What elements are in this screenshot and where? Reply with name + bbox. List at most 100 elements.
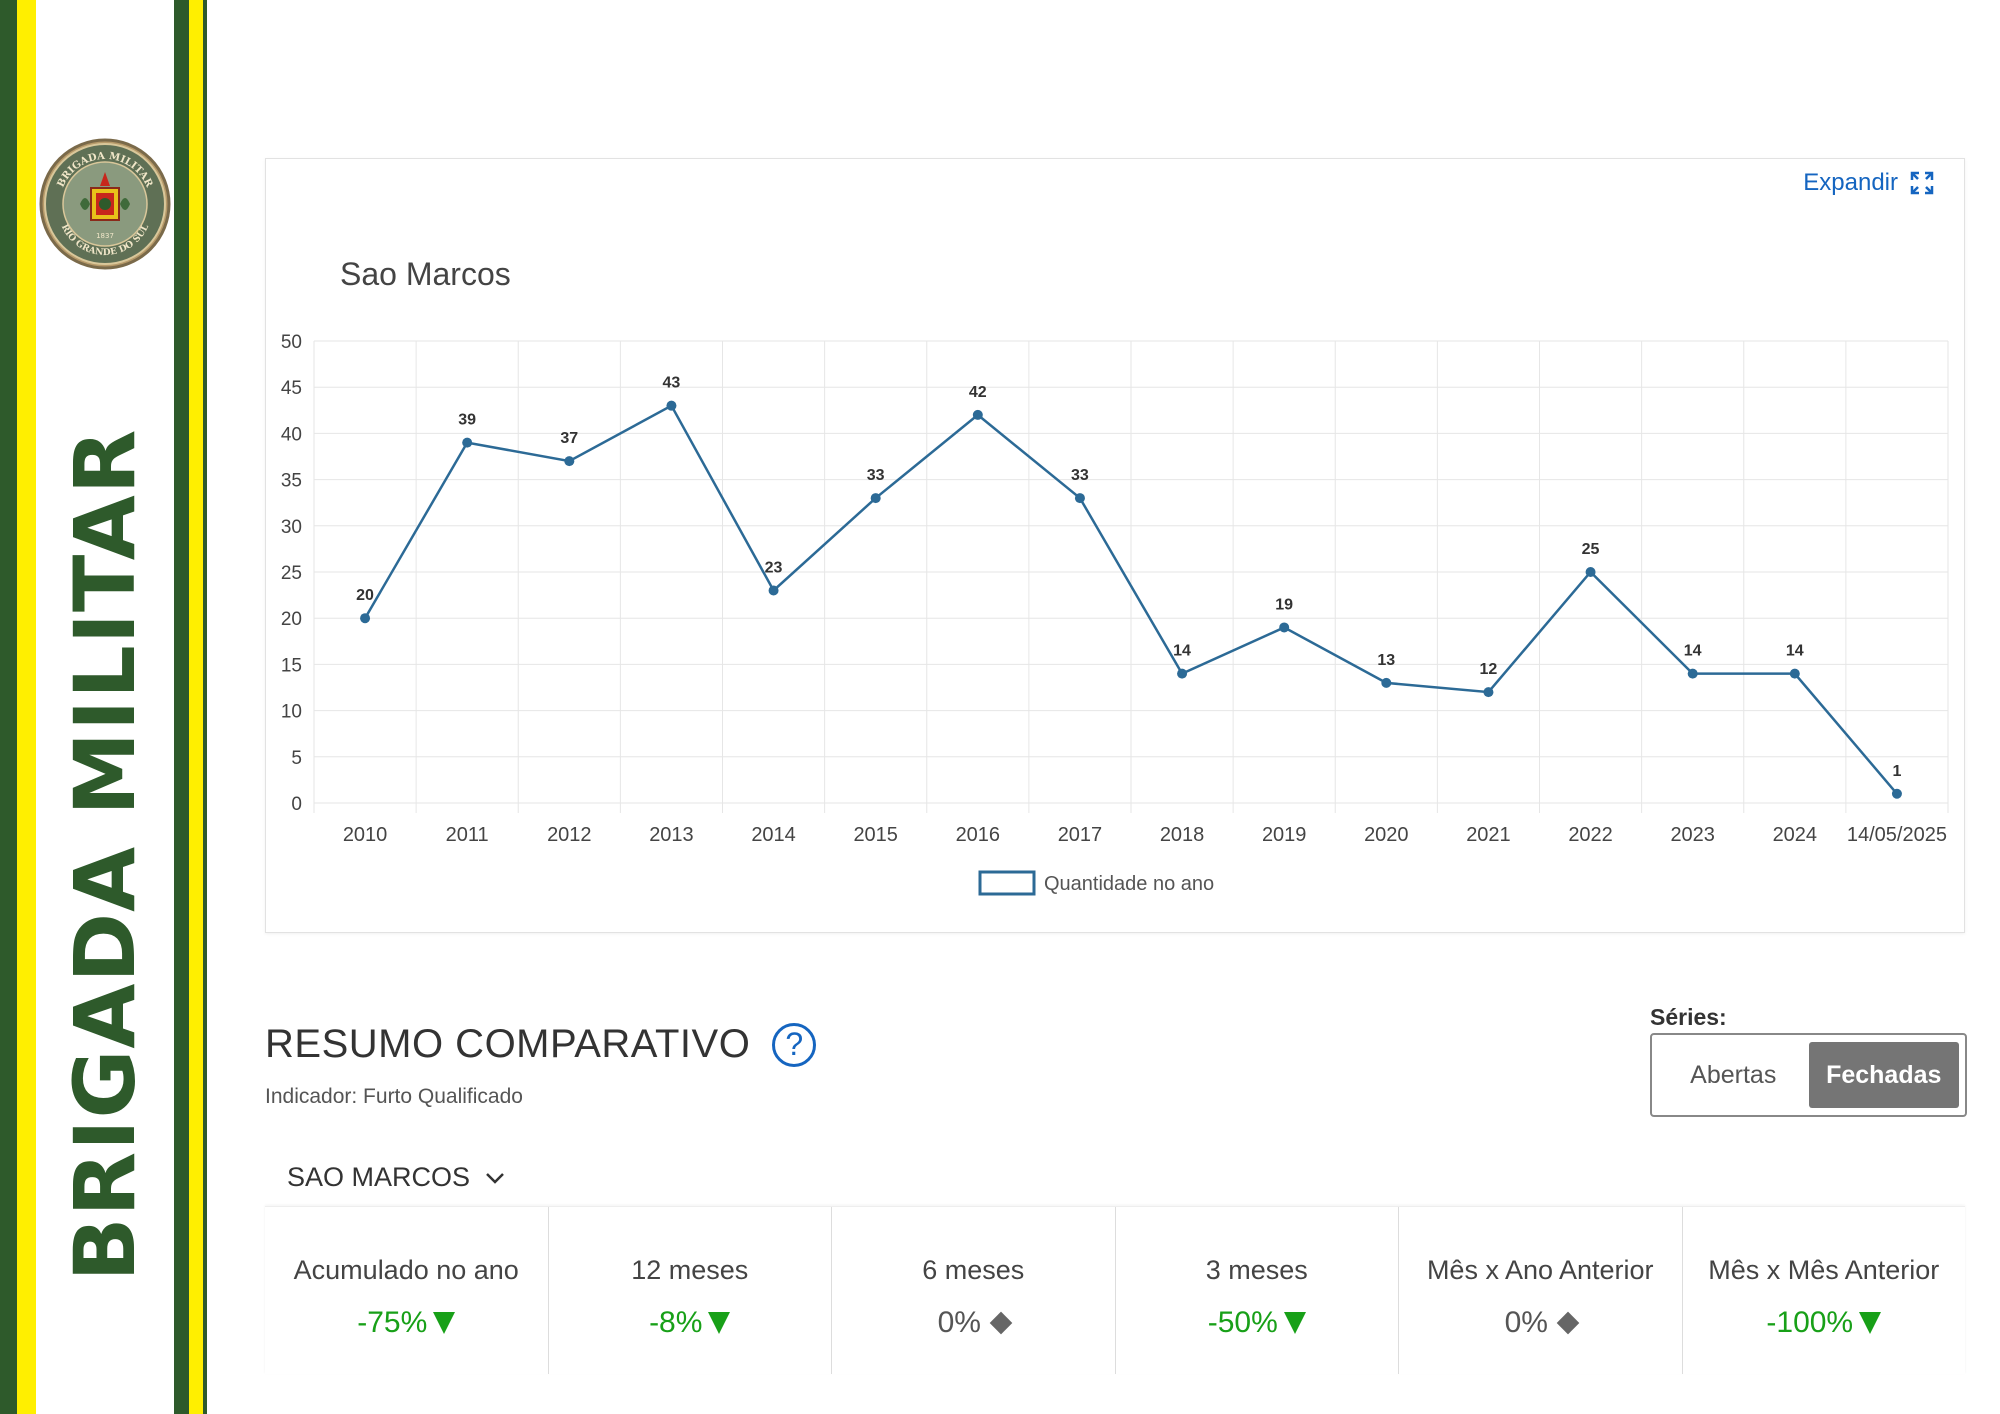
y-tick-label: 20 [281,609,302,630]
data-point [768,585,779,596]
x-tick-label: 2022 [1568,824,1613,846]
series-option-fechadas[interactable]: Fechadas [1808,1042,1959,1108]
data-label: 1 [1892,763,1901,780]
data-label: 13 [1377,652,1395,669]
data-label: 33 [867,467,885,484]
summary-title: RESUMO COMPARATIVO [265,1022,751,1066]
x-tick-label: 2023 [1670,824,1715,846]
comparison-card: Mês x Mês Anterior -100% [1683,1207,1966,1374]
comparison-card-value: -75% [357,1306,456,1340]
expand-label: Expandir [1803,169,1898,196]
data-point [1687,668,1698,679]
banner-stripe-green [203,0,207,1414]
banner-stripe-yellow [17,0,36,1414]
comparison-card-percent: 0% [937,1306,981,1339]
comparison-card-value: 0% [937,1306,1013,1340]
data-point [1483,687,1494,698]
comparison-card-value: -8% [649,1306,731,1340]
comparison-card-percent: -100% [1766,1306,1854,1339]
banner-title: BRIGADA MILITAR [56,428,154,1282]
comparison-card: Mês x Ano Anterior 0% [1399,1207,1683,1374]
x-tick-label: 2014 [751,824,796,846]
emblem-year: 1837 [96,232,114,240]
trend-down-icon [1283,1312,1306,1334]
comparison-card-label: Acumulado no ano [293,1255,519,1285]
chevron-down-icon [486,1172,504,1184]
comparison-card-value: -100% [1766,1306,1882,1340]
data-label: 43 [663,375,681,392]
y-tick-label: 5 [291,748,302,769]
y-tick-label: 15 [281,655,302,676]
data-point [1891,788,1902,799]
comparison-card-value: 0% [1504,1306,1580,1340]
trend-flat-icon [989,1311,1013,1335]
trend-flat-icon [1556,1311,1580,1335]
x-tick-label: 2010 [343,824,388,846]
data-point [1279,622,1290,633]
legend-label: Quantidade no ano [1044,873,1214,895]
data-point [1177,668,1188,679]
brigada-emblem-logo: BRIGADA MILITAR RIO GRANDE DO SUL 1837 [39,138,171,270]
y-tick-label: 45 [281,378,302,399]
legend-swatch [978,870,1036,896]
help-icon[interactable]: ? [772,1022,817,1067]
data-point [870,493,881,504]
data-label: 14 [1173,643,1191,660]
trend-down-icon [433,1312,456,1334]
comparison-card: 3 meses -50% [1116,1207,1399,1374]
location-label: SAO MARCOS [287,1162,471,1192]
data-point [972,409,983,420]
location-dropdown[interactable]: SAO MARCOS [287,1162,506,1193]
comparison-card-label: Mês x Mês Anterior [1708,1255,1940,1285]
comparison-card-percent: -50% [1207,1306,1278,1339]
data-point [1789,668,1800,679]
comparison-card-label: 12 meses [631,1255,749,1285]
x-tick-label: 2017 [1058,824,1103,846]
y-tick-label: 50 [281,332,302,353]
data-point [1381,677,1392,688]
series-option-abertas[interactable]: Abertas [1690,1060,1777,1089]
data-point [666,400,677,411]
expand-button[interactable]: Expandir [1803,169,1934,197]
series-toggle: Abertas Fechadas [1650,1033,1967,1117]
data-label: 20 [356,587,374,604]
data-point [360,613,371,624]
comparison-card-label: Mês x Ano Anterior [1426,1255,1654,1285]
trend-down-icon [1859,1312,1882,1334]
data-point [1074,493,1085,504]
x-tick-label: 2015 [853,824,898,846]
comparison-card: 6 meses 0% [832,1207,1116,1374]
comparison-card: Acumulado no ano -75% [265,1207,549,1374]
y-tick-label: 35 [281,471,302,492]
comparison-card-percent: -8% [649,1306,703,1339]
y-tick-label: 10 [281,702,302,723]
comparison-card-label: 6 meses [922,1255,1025,1285]
data-label: 14 [1786,643,1804,660]
data-point [564,456,575,467]
data-label: 33 [1071,467,1089,484]
x-tick-label: 14/05/2025 [1847,824,1947,846]
comparison-cards: Acumulado no ano -75% 12 meses -8% 6 meses 0%… [265,1206,1965,1374]
chart-title: Sao Marcos [340,256,511,292]
data-label: 39 [458,412,476,429]
x-tick-label: 2020 [1364,824,1409,846]
y-tick-label: 0 [291,794,302,815]
series-line [363,403,1898,795]
data-label: 23 [765,559,783,576]
x-tick-label: 2016 [956,824,1001,846]
y-tick-label: 25 [281,563,302,584]
trend-down-icon [708,1312,731,1334]
comparison-card-value: -50% [1208,1306,1306,1340]
x-tick-label: 2021 [1466,824,1511,846]
comparison-card-percent: 0% [1504,1306,1548,1339]
expand-icon [1910,171,1934,195]
data-label: 12 [1480,661,1498,678]
data-label: 42 [969,384,987,401]
x-tick-label: 2011 [446,824,489,846]
data-point [1585,567,1596,577]
data-label: 14 [1684,643,1702,660]
x-tick-label: 2024 [1773,824,1818,846]
summary-header: RESUMO COMPARATIVO ? [265,1022,817,1067]
y-tick-label: 30 [281,517,302,538]
